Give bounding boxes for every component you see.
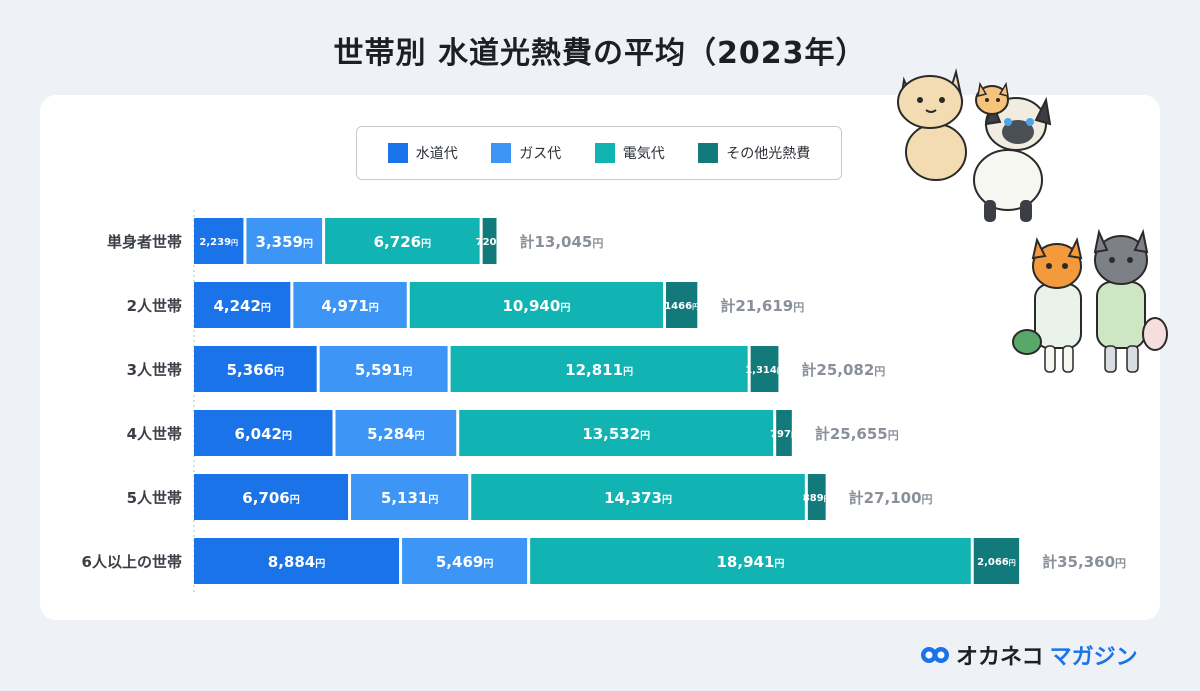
total-label: 計25,655円 bbox=[815, 425, 899, 443]
bar-value-label: 5,131円 bbox=[381, 489, 438, 507]
bar-value-label: 6,706円 bbox=[242, 489, 299, 507]
grey-cat-illustration bbox=[1093, 228, 1168, 373]
chart-title: 世帯別 水道光熱費の平均（2023年） bbox=[333, 36, 867, 71]
bar-segment bbox=[750, 346, 779, 392]
bar-value-label: 797円 bbox=[770, 429, 798, 440]
bar-segment bbox=[482, 218, 497, 264]
bar-value-label: 5,284円 bbox=[367, 425, 424, 443]
total-label: 計25,082円 bbox=[801, 361, 885, 379]
bar-value-label: 1466円 bbox=[664, 301, 699, 312]
bar-value-label: 13,532円 bbox=[582, 425, 650, 443]
legend-item-gas: ガス代 bbox=[491, 143, 561, 163]
total-label: 計35,360円 bbox=[1042, 553, 1126, 571]
bar-value-label: 12,811円 bbox=[565, 361, 633, 379]
bar-segment bbox=[351, 474, 469, 520]
bar-segment bbox=[450, 346, 748, 392]
total-label: 計27,100円 bbox=[849, 489, 933, 507]
category-label: 6人以上の世帯 bbox=[82, 553, 182, 571]
bar-value-label: 14,373円 bbox=[604, 489, 672, 507]
bar-segment bbox=[530, 538, 971, 584]
bar-value-label: 3,359円 bbox=[256, 233, 313, 251]
bar-value-label: 6,042円 bbox=[235, 425, 292, 443]
bar-segment bbox=[409, 282, 663, 328]
total-label: 計13,045円 bbox=[519, 233, 603, 251]
bar-value-label: 5,366円 bbox=[227, 361, 284, 379]
bar-segment bbox=[471, 474, 805, 520]
bar-value-label: 8,884円 bbox=[268, 553, 325, 571]
legend-label-water: 水道代 bbox=[415, 146, 458, 162]
legend-label-gas: ガス代 bbox=[519, 146, 562, 162]
bar-segment bbox=[194, 538, 400, 584]
kitten-illustration bbox=[975, 81, 1009, 115]
bar-segment bbox=[335, 410, 457, 456]
bar-segment bbox=[246, 218, 323, 264]
bar-value-label: 4,242円 bbox=[213, 297, 270, 315]
bar-value-label: 1,314円 bbox=[745, 365, 784, 376]
cats-group-illustration bbox=[897, 68, 1052, 222]
category-label: 単身者世帯 bbox=[107, 233, 182, 251]
bar-segment bbox=[194, 282, 291, 328]
category-label: 2人世帯 bbox=[127, 297, 182, 315]
bar-value-label: 4,971円 bbox=[321, 297, 378, 315]
bar-segment bbox=[194, 346, 317, 392]
bar-value-label: 2,066円 bbox=[977, 557, 1016, 568]
bar-value-label: 5,591円 bbox=[355, 361, 412, 379]
logo-main-text: オカネコ bbox=[956, 645, 1044, 670]
orange-cat-illustration bbox=[1012, 237, 1083, 373]
category-label: 4人世帯 bbox=[127, 425, 182, 443]
bar-segment bbox=[194, 474, 349, 520]
legend-swatch-water bbox=[387, 143, 408, 163]
logo-sub-text: マガジン bbox=[1049, 645, 1138, 670]
bar-value-label: 2,239円 bbox=[199, 237, 238, 248]
bar-segment bbox=[973, 538, 1020, 584]
bar-segment bbox=[665, 282, 698, 328]
legend-swatch-electricity bbox=[594, 143, 615, 163]
category-label: 5人世帯 bbox=[127, 489, 182, 507]
bar-segment bbox=[459, 410, 774, 456]
legend-label-electricity: 電気代 bbox=[622, 146, 665, 162]
legend-swatch-other bbox=[698, 143, 719, 163]
legend-item-other: その他光熱費 bbox=[698, 143, 810, 163]
bar-value-label: 6,726円 bbox=[374, 233, 431, 251]
total-label: 計21,619円 bbox=[720, 297, 804, 315]
category-label: 3人世帯 bbox=[127, 361, 182, 379]
bar-segment bbox=[325, 218, 480, 264]
bar-value-label: 720円 bbox=[476, 237, 504, 248]
legend: 水道代 ガス代 電気代 その他光熱費 bbox=[356, 126, 842, 180]
legend-item-water: 水道代 bbox=[387, 143, 458, 163]
walking-cats-illustration bbox=[1012, 228, 1168, 373]
bar-segment bbox=[194, 410, 333, 456]
cat-face-icon bbox=[921, 647, 949, 663]
bar-segment bbox=[319, 346, 448, 392]
cream-cat-illustration bbox=[897, 68, 967, 181]
bar-value-label: 889円 bbox=[803, 493, 831, 504]
legend-swatch-gas bbox=[491, 143, 512, 163]
legend-item-electricity: 電気代 bbox=[594, 143, 665, 163]
bar-value-label: 10,940円 bbox=[502, 297, 570, 315]
bar-segment bbox=[807, 474, 826, 520]
bar-segment bbox=[194, 218, 244, 264]
brand-logo: オカネコ マガジン bbox=[920, 640, 1138, 670]
legend-label-other: その他光熱費 bbox=[726, 146, 811, 162]
bar-value-label: 5,469円 bbox=[436, 553, 493, 571]
bar-segment bbox=[293, 282, 407, 328]
siamese-cat-illustration bbox=[973, 96, 1052, 222]
bar-value-label: 18,941円 bbox=[717, 553, 785, 571]
bar-segment bbox=[402, 538, 528, 584]
bar-segment bbox=[776, 410, 792, 456]
